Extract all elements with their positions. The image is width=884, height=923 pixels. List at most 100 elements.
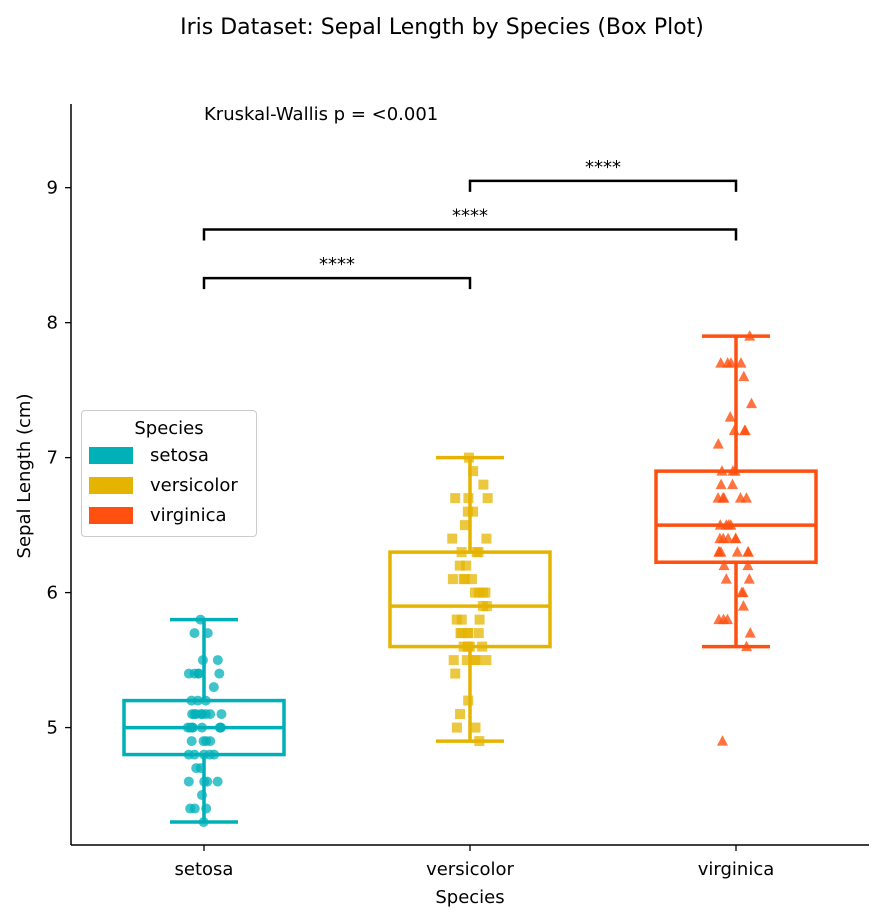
legend-label-setosa: setosa [150, 444, 209, 466]
legend-item-virginica: virginica [82, 500, 256, 530]
data-point-versicolor [478, 479, 489, 490]
data-point-versicolor [448, 655, 459, 666]
kruskal-wallis-annotation: Kruskal-Wallis p = <0.001 [204, 104, 438, 125]
data-point-virginica [717, 735, 729, 746]
data-point-virginica [723, 519, 735, 530]
legend-swatch-virginica [89, 506, 133, 524]
data-point-setosa [201, 803, 212, 814]
data-point-versicolor [481, 655, 492, 666]
significance-bracket-setosa-versicolor [202, 276, 472, 290]
data-point-virginica [744, 330, 756, 341]
data-point-setosa [187, 722, 198, 733]
data-point-virginica [715, 478, 727, 490]
data-point-setosa [197, 709, 208, 720]
legend-swatch-setosa [89, 446, 133, 464]
data-point-setosa [196, 790, 207, 801]
data-point-versicolor [451, 722, 462, 733]
data-point-versicolor [459, 574, 470, 585]
data-point-setosa [200, 695, 211, 706]
data-point-virginica [712, 438, 724, 449]
significance-label-setosa-versicolor: **** [319, 254, 355, 275]
x-tick-label-versicolor: versicolor [426, 859, 514, 880]
legend-label-virginica: virginica [150, 504, 227, 526]
data-point-setosa [183, 776, 194, 787]
data-point-setosa [212, 655, 223, 666]
data-point-versicolor [459, 520, 470, 531]
data-point-setosa [195, 614, 206, 625]
data-point-versicolor [468, 466, 479, 477]
data-point-setosa [186, 736, 197, 747]
legend: Species setosa versicolor virginica [81, 410, 257, 537]
data-point-versicolor [470, 722, 481, 733]
y-tick-label: 9 [47, 178, 58, 199]
data-point-versicolor [461, 655, 472, 666]
y-tick-label: 7 [47, 448, 58, 469]
legend-title: Species [134, 418, 204, 439]
data-point-virginica [722, 532, 734, 544]
data-point-virginica [714, 532, 726, 544]
significance-bracket-versicolor-virginica [468, 179, 738, 192]
data-point-setosa [197, 655, 208, 666]
data-point-virginica [718, 559, 730, 571]
plot-area: 5 6 7 8 9 setosa versicolor virginica **** **** **… [47, 104, 869, 880]
data-point-setosa [212, 776, 223, 787]
data-point-virginica [734, 492, 746, 503]
data-point-setosa [198, 817, 209, 828]
legend-item-setosa: setosa [82, 440, 256, 470]
data-point-virginica [727, 465, 739, 476]
data-point-versicolor [447, 533, 458, 544]
data-point-setosa [215, 722, 226, 733]
data-point-versicolor [463, 493, 474, 504]
data-point-virginica [738, 370, 750, 382]
box-group-setosa [122, 614, 286, 828]
data-point-versicolor [450, 493, 461, 504]
data-point-setosa [189, 803, 200, 814]
data-point-virginica [742, 546, 754, 557]
data-point-setosa [196, 722, 207, 733]
data-point-versicolor [473, 547, 484, 558]
data-point-virginica [720, 573, 732, 584]
box-virginica [654, 469, 818, 564]
data-point-setosa [202, 776, 213, 787]
data-point-versicolor [447, 574, 458, 585]
data-point-virginica [744, 627, 756, 638]
box-group-virginica [654, 330, 818, 746]
data-point-virginica [730, 532, 742, 544]
data-point-versicolor [456, 547, 467, 558]
data-point-virginica [716, 465, 728, 476]
data-point-versicolor [474, 736, 485, 747]
data-point-setosa [189, 628, 200, 639]
data-point-virginica [737, 600, 749, 611]
data-point-setosa [191, 763, 202, 774]
data-point-virginica [743, 573, 755, 584]
data-point-virginica [725, 357, 737, 368]
data-point-versicolor [461, 560, 472, 571]
data-point-setosa [189, 668, 200, 679]
x-axis-label: Species [435, 887, 504, 908]
data-point-setosa [189, 749, 200, 760]
data-point-versicolor [470, 587, 481, 598]
data-point-virginica [715, 357, 727, 368]
data-point-virginica [728, 424, 740, 436]
data-point-setosa [208, 682, 219, 693]
significance-label-setosa-virginica: **** [452, 206, 488, 227]
data-point-versicolor [481, 533, 492, 544]
data-point-versicolor [462, 506, 473, 517]
data-point-setosa [216, 709, 227, 720]
data-point-virginica [718, 613, 730, 625]
data-point-versicolor [454, 560, 465, 571]
data-point-versicolor [462, 641, 473, 652]
data-point-versicolor [450, 668, 461, 679]
data-point-virginica [735, 357, 747, 368]
y-axis-label: Sepal Length (cm) [14, 394, 35, 559]
legend-swatch-versicolor [89, 476, 133, 494]
data-point-versicolor [482, 493, 493, 504]
data-point-setosa [205, 709, 216, 720]
x-tick-label-virginica: virginica [698, 859, 775, 880]
data-point-versicolor [456, 614, 467, 625]
data-point-virginica [713, 546, 725, 557]
y-tick-label: 6 [47, 583, 58, 604]
data-point-versicolor [462, 628, 473, 639]
data-point-versicolor [463, 452, 474, 463]
